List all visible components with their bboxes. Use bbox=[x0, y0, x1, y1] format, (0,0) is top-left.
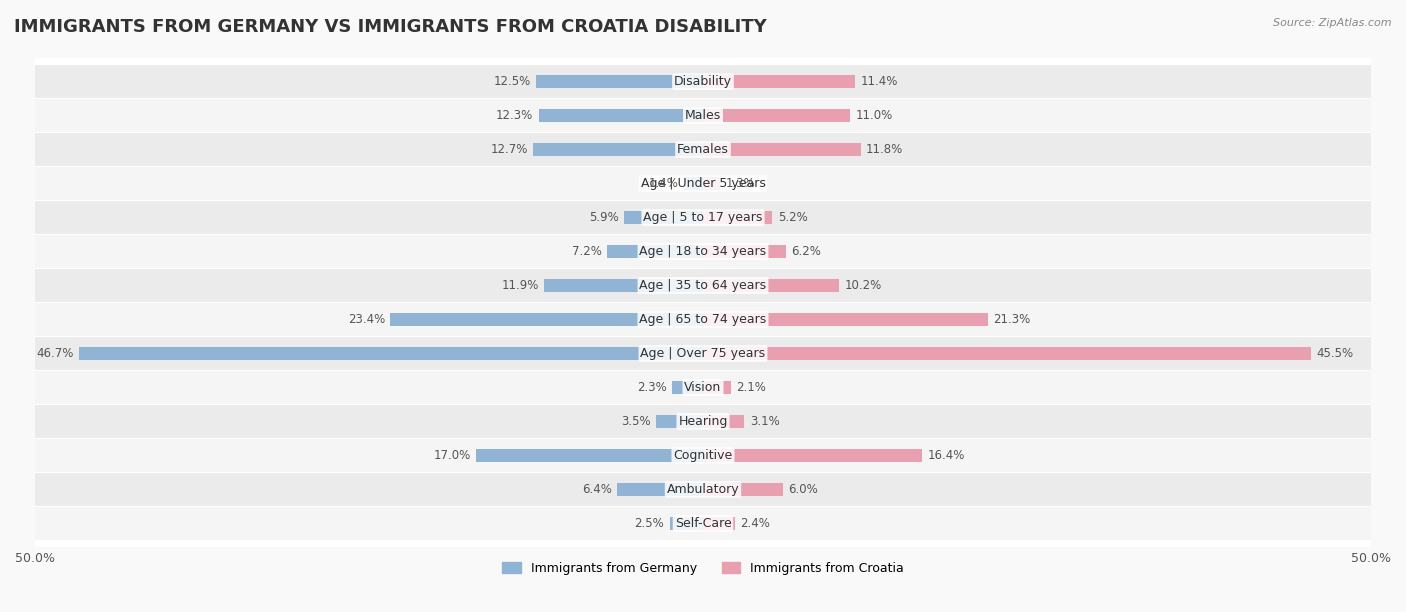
Text: 5.9%: 5.9% bbox=[589, 211, 619, 224]
Text: Source: ZipAtlas.com: Source: ZipAtlas.com bbox=[1274, 18, 1392, 28]
Bar bbox=[35, 100, 1371, 132]
Bar bbox=[703, 75, 855, 88]
Text: Vision: Vision bbox=[685, 381, 721, 394]
Text: 6.2%: 6.2% bbox=[792, 245, 821, 258]
Bar bbox=[624, 211, 703, 224]
Text: 12.5%: 12.5% bbox=[494, 75, 530, 88]
Text: 11.0%: 11.0% bbox=[855, 109, 893, 122]
Text: 3.1%: 3.1% bbox=[749, 415, 779, 428]
Bar bbox=[703, 143, 860, 156]
Bar bbox=[617, 483, 703, 496]
Bar bbox=[35, 405, 1371, 438]
Text: 16.4%: 16.4% bbox=[928, 449, 965, 462]
Bar bbox=[703, 415, 744, 428]
Text: 2.4%: 2.4% bbox=[741, 517, 770, 530]
Text: Age | 5 to 17 years: Age | 5 to 17 years bbox=[644, 211, 762, 224]
Bar bbox=[703, 109, 851, 122]
Text: 2.5%: 2.5% bbox=[634, 517, 664, 530]
Text: Ambulatory: Ambulatory bbox=[666, 483, 740, 496]
Text: Hearing: Hearing bbox=[678, 415, 728, 428]
Bar bbox=[703, 483, 783, 496]
Text: 2.3%: 2.3% bbox=[637, 381, 666, 394]
Bar bbox=[669, 517, 703, 530]
Bar bbox=[703, 449, 922, 462]
Bar bbox=[35, 507, 1371, 540]
Text: Age | Under 5 years: Age | Under 5 years bbox=[641, 177, 765, 190]
Bar bbox=[35, 371, 1371, 403]
Text: 1.4%: 1.4% bbox=[650, 177, 679, 190]
Text: 21.3%: 21.3% bbox=[993, 313, 1031, 326]
Text: 46.7%: 46.7% bbox=[37, 347, 73, 360]
Bar bbox=[544, 279, 703, 292]
Text: 11.9%: 11.9% bbox=[502, 279, 538, 292]
Text: 11.4%: 11.4% bbox=[860, 75, 898, 88]
Bar bbox=[35, 201, 1371, 234]
Bar bbox=[672, 381, 703, 394]
Bar bbox=[538, 109, 703, 122]
Text: 6.0%: 6.0% bbox=[789, 483, 818, 496]
Bar bbox=[391, 313, 703, 326]
Bar bbox=[703, 347, 1310, 360]
Bar bbox=[35, 304, 1371, 335]
Text: 17.0%: 17.0% bbox=[433, 449, 471, 462]
Bar bbox=[35, 337, 1371, 370]
Bar bbox=[475, 449, 703, 462]
Text: Disability: Disability bbox=[673, 75, 733, 88]
Text: 45.5%: 45.5% bbox=[1316, 347, 1354, 360]
Text: Self-Care: Self-Care bbox=[675, 517, 731, 530]
Text: 6.4%: 6.4% bbox=[582, 483, 612, 496]
Text: Cognitive: Cognitive bbox=[673, 449, 733, 462]
Bar bbox=[35, 473, 1371, 506]
Text: 7.2%: 7.2% bbox=[572, 245, 602, 258]
Bar bbox=[703, 211, 772, 224]
Text: IMMIGRANTS FROM GERMANY VS IMMIGRANTS FROM CROATIA DISABILITY: IMMIGRANTS FROM GERMANY VS IMMIGRANTS FR… bbox=[14, 18, 766, 36]
Bar bbox=[35, 236, 1371, 267]
Bar bbox=[35, 65, 1371, 98]
Bar bbox=[536, 75, 703, 88]
Text: 12.7%: 12.7% bbox=[491, 143, 529, 156]
Bar bbox=[657, 415, 703, 428]
Text: 10.2%: 10.2% bbox=[845, 279, 882, 292]
Bar bbox=[685, 177, 703, 190]
Bar bbox=[35, 133, 1371, 166]
Text: 1.3%: 1.3% bbox=[725, 177, 755, 190]
Bar bbox=[703, 517, 735, 530]
Text: 3.5%: 3.5% bbox=[621, 415, 651, 428]
Text: Age | 65 to 74 years: Age | 65 to 74 years bbox=[640, 313, 766, 326]
Text: Males: Males bbox=[685, 109, 721, 122]
Text: Age | 18 to 34 years: Age | 18 to 34 years bbox=[640, 245, 766, 258]
Text: 5.2%: 5.2% bbox=[778, 211, 807, 224]
Bar bbox=[703, 245, 786, 258]
Bar bbox=[703, 177, 720, 190]
Bar bbox=[35, 269, 1371, 302]
Bar bbox=[533, 143, 703, 156]
Bar bbox=[607, 245, 703, 258]
Bar bbox=[703, 279, 839, 292]
Bar bbox=[79, 347, 703, 360]
Text: 23.4%: 23.4% bbox=[347, 313, 385, 326]
Text: Age | Over 75 years: Age | Over 75 years bbox=[641, 347, 765, 360]
Text: Females: Females bbox=[678, 143, 728, 156]
Bar bbox=[35, 168, 1371, 200]
Legend: Immigrants from Germany, Immigrants from Croatia: Immigrants from Germany, Immigrants from… bbox=[496, 557, 910, 580]
Text: 11.8%: 11.8% bbox=[866, 143, 903, 156]
Bar bbox=[35, 439, 1371, 472]
Bar bbox=[703, 381, 731, 394]
Text: 12.3%: 12.3% bbox=[496, 109, 533, 122]
Text: 2.1%: 2.1% bbox=[737, 381, 766, 394]
Bar bbox=[703, 313, 987, 326]
Text: Age | 35 to 64 years: Age | 35 to 64 years bbox=[640, 279, 766, 292]
